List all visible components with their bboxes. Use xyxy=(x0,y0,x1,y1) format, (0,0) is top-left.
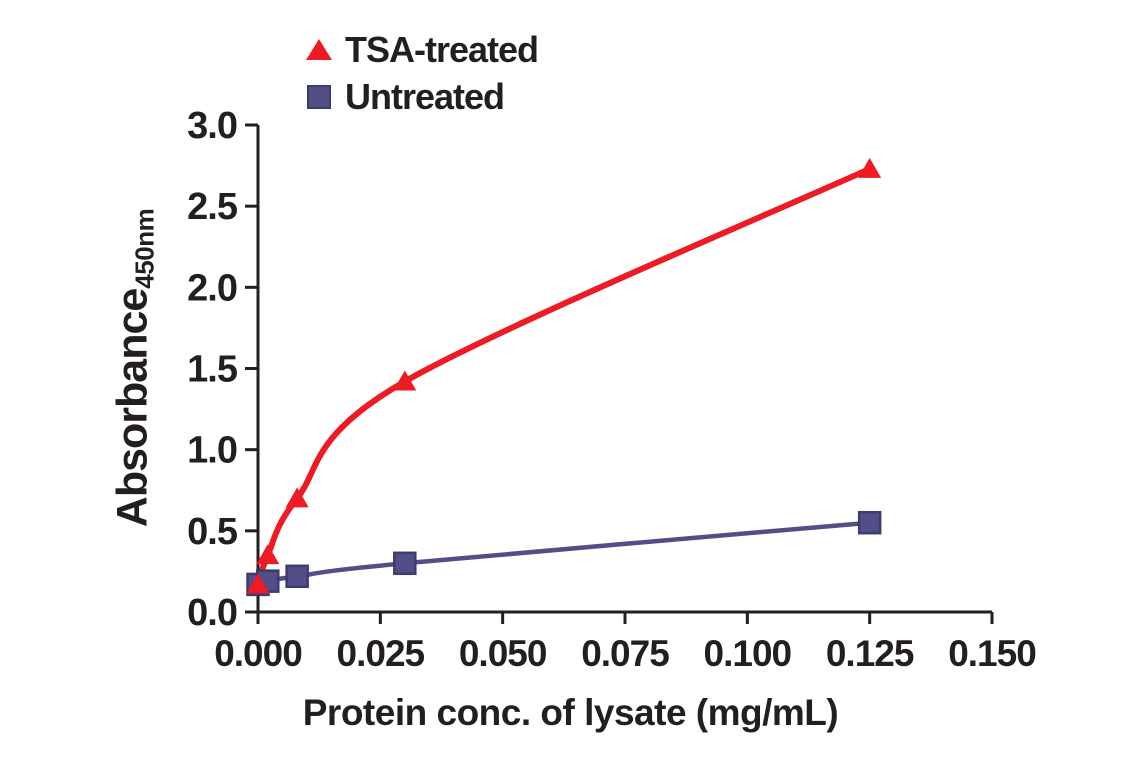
y-tick-label: 1.5 xyxy=(187,349,238,391)
legend-marker xyxy=(305,39,333,60)
y-tick-label: 1.0 xyxy=(187,430,237,472)
x-tick-label: 0.075 xyxy=(581,633,669,674)
data-point-tsa-treated xyxy=(285,487,309,508)
x-tick-label: 0.025 xyxy=(337,633,425,674)
legend-label-untreated: Untreated xyxy=(345,75,505,117)
x-axis-title: Protein conc. of lysate (mg/mL) xyxy=(302,692,839,733)
y-tick-label: 3.0 xyxy=(187,105,237,147)
legend-label-tsa-treated: TSA-treated xyxy=(345,28,539,70)
legend: TSA-treated Untreated xyxy=(305,26,539,120)
y-tick-label: 2.0 xyxy=(187,267,237,309)
legend-item-untreated: Untreated xyxy=(305,73,538,120)
axes-line xyxy=(256,125,992,614)
triangle-icon xyxy=(306,39,332,60)
y-tick-label: 0.5 xyxy=(187,511,238,553)
legend-marker xyxy=(305,84,333,109)
data-point-tsa-treated xyxy=(858,157,882,178)
x-tick-label: 0.125 xyxy=(826,633,914,674)
x-tick-label: 0.150 xyxy=(948,633,1036,674)
data-point-tsa-treated xyxy=(246,573,270,594)
square-icon xyxy=(307,84,331,109)
x-tick-label: 0.000 xyxy=(214,633,302,674)
x-tick-label: 0.100 xyxy=(704,633,792,674)
series-curve-untreated xyxy=(255,520,872,587)
data-point-untreated xyxy=(285,564,309,589)
data-point-tsa-treated xyxy=(256,544,280,565)
y-tick-label: 0.0 xyxy=(187,592,237,634)
data-point-untreated xyxy=(393,551,417,576)
y-axis-title: Absorbance450nm xyxy=(108,208,160,528)
data-point-tsa-treated xyxy=(393,370,417,391)
x-tick-label: 0.050 xyxy=(459,633,547,674)
y-axis-title-text: Absorbance xyxy=(108,288,157,528)
y-axis-title-subscript: 450nm xyxy=(129,208,160,289)
legend-item-tsa-treated: TSA-treated xyxy=(305,26,539,73)
series-curve-tsa-treated xyxy=(255,165,873,588)
data-point-untreated xyxy=(857,510,882,535)
y-tick-label: 2.5 xyxy=(187,186,238,228)
